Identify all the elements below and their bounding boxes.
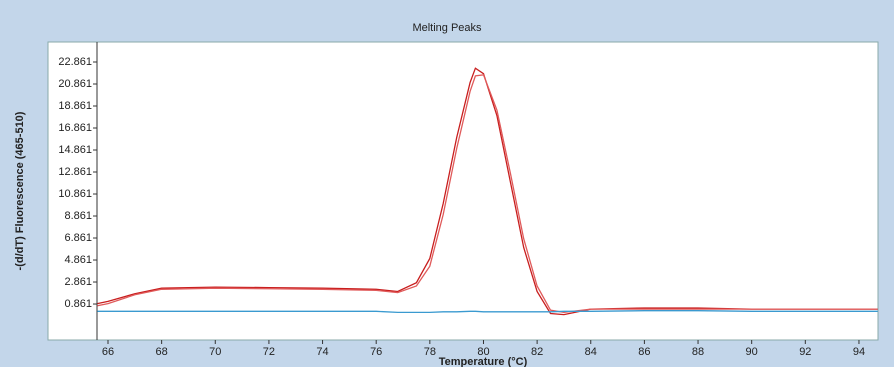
y-tick-label: 8.861 [64, 210, 92, 222]
series-line [97, 310, 878, 314]
y-tick-label: 20.861 [58, 78, 92, 90]
y-tick-label: 12.861 [58, 166, 92, 178]
x-tick-label: 74 [316, 346, 328, 358]
y-axis-label: -(d/dT) Fluorescence (465-510) [14, 111, 26, 270]
series-line [97, 74, 878, 314]
x-tick-label: 66 [102, 346, 114, 358]
x-tick-label: 80 [477, 346, 489, 358]
y-tick-label: 22.861 [58, 56, 92, 68]
x-tick-label: 82 [531, 346, 543, 358]
y-tick-label: 14.861 [58, 144, 92, 156]
x-tick-label: 86 [638, 346, 650, 358]
x-tick-label: 94 [853, 346, 865, 358]
x-tick-label: 92 [799, 346, 811, 358]
y-tick-label: 0.861 [64, 298, 92, 310]
chart-title: Melting Peaks [412, 22, 482, 34]
x-tick-label: 78 [424, 346, 436, 358]
x-tick-label: 68 [156, 346, 168, 358]
x-tick-label: 72 [263, 346, 275, 358]
x-tick-label: 76 [370, 346, 382, 358]
y-tick-label: 18.861 [58, 100, 92, 112]
y-tick-label: 6.861 [64, 232, 92, 244]
y-tick-label: 4.861 [64, 254, 92, 266]
x-tick-label: 88 [692, 346, 704, 358]
x-tick-label: 70 [209, 346, 221, 358]
x-axis-label: Temperature (°C) [439, 356, 528, 367]
x-tick-label: 84 [585, 346, 597, 358]
y-tick-label: 10.861 [58, 188, 92, 200]
y-tick-label: 16.861 [58, 122, 92, 134]
plot-area [47, 41, 879, 341]
y-tick-label: 2.861 [64, 276, 92, 288]
x-tick-label: 90 [746, 346, 758, 358]
